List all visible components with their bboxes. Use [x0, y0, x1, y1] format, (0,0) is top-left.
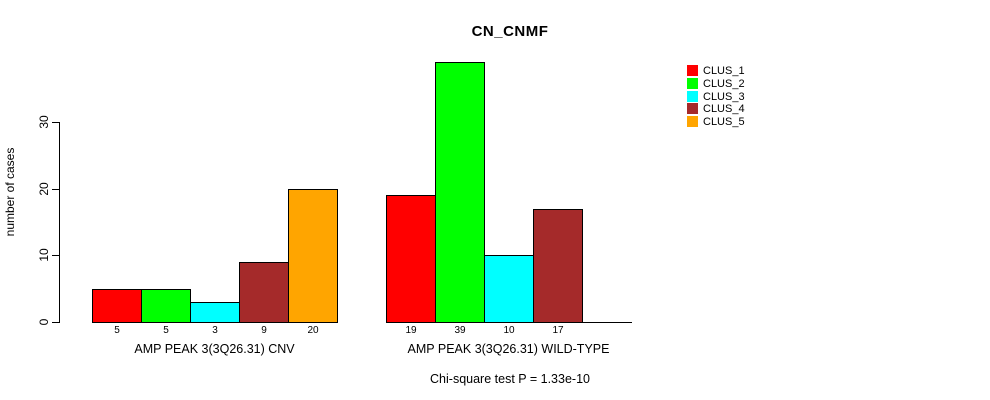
bar	[435, 62, 485, 323]
bar	[239, 262, 289, 323]
legend-label: CLUS_4	[703, 102, 745, 115]
bar-value-label: 3	[212, 325, 218, 336]
chi-square-note: Chi-square test P = 1.33e-10	[430, 372, 590, 386]
bar	[533, 209, 583, 323]
bar-value-label: 5	[163, 325, 169, 336]
legend-swatch	[687, 78, 698, 89]
group-axis-label: AMP PEAK 3(3Q26.31) CNV	[134, 342, 295, 356]
legend-label: CLUS_5	[703, 115, 745, 128]
bar-zero-height	[582, 322, 632, 323]
chart-title: CN_CNMF	[471, 23, 549, 40]
legend-swatch	[687, 116, 698, 127]
legend-swatch	[687, 65, 698, 76]
legend-label: CLUS_1	[703, 64, 745, 77]
y-tick	[52, 322, 59, 323]
bar	[92, 289, 142, 323]
bar-value-label: 20	[307, 325, 319, 336]
y-tick	[52, 189, 59, 190]
bar-value-label: 9	[261, 325, 267, 336]
y-tick	[52, 122, 59, 123]
y-axis-line	[59, 122, 60, 323]
bar-value-label: 10	[503, 325, 515, 336]
legend-swatch	[687, 91, 698, 102]
legend-label: CLUS_2	[703, 77, 745, 90]
bar	[141, 289, 191, 323]
legend-label: CLUS_3	[703, 90, 745, 103]
bar	[484, 255, 534, 323]
group-axis-label: AMP PEAK 3(3Q26.31) WILD-TYPE	[407, 342, 610, 356]
bar	[288, 189, 338, 323]
y-tick	[52, 255, 59, 256]
bar-value-label: 5	[114, 325, 120, 336]
bar-value-label: 19	[405, 325, 417, 336]
legend-swatch	[687, 103, 698, 114]
bar-value-label: 39	[454, 325, 466, 336]
bar-value-label: 17	[552, 325, 564, 336]
